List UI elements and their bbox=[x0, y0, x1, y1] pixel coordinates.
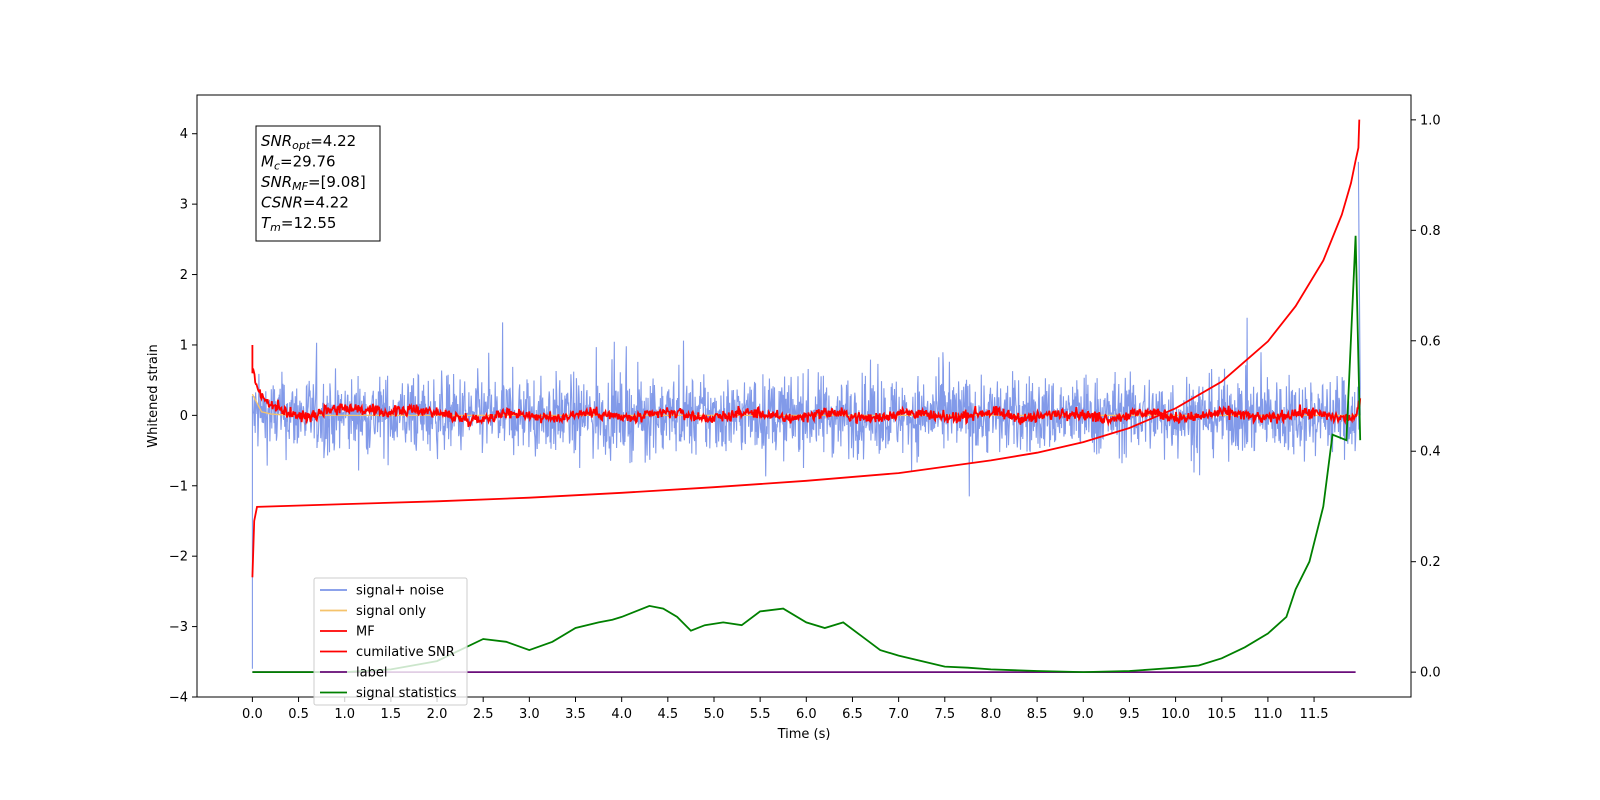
x-tick-label: 11.5 bbox=[1300, 707, 1329, 722]
legend-label: signal only bbox=[356, 604, 426, 619]
x-tick-label: 9.5 bbox=[1119, 707, 1140, 722]
signal-statistics-line bbox=[252, 235, 1362, 674]
y-left-tick-label: 0 bbox=[180, 409, 188, 424]
mf-line bbox=[251, 345, 1362, 428]
y-left-tick-label: −4 bbox=[169, 691, 188, 706]
stats-box-frame bbox=[255, 125, 381, 242]
y-right-tick-label: 0.2 bbox=[1420, 555, 1441, 570]
signal-only-line bbox=[251, 393, 1361, 417]
x-tick-label: 0.5 bbox=[288, 707, 309, 722]
x-tick-label: 3.0 bbox=[519, 707, 540, 722]
legend-label: MF bbox=[356, 625, 375, 640]
y-right-tick-label: 0.8 bbox=[1420, 224, 1441, 239]
x-tick-label: 7.0 bbox=[888, 707, 909, 722]
legend: signal+ noise signal only MF cumilative SNR… bbox=[313, 577, 468, 706]
x-tick-label: 5.5 bbox=[750, 707, 771, 722]
x-axis-label: Time (s) bbox=[777, 727, 831, 742]
y-left-tick-label: −2 bbox=[169, 550, 188, 565]
x-tick-label: 2.0 bbox=[427, 707, 448, 722]
stats-line: SNRMF=[9.08] bbox=[261, 173, 366, 193]
axes-layer: 0.0 0.5 1.0 1.5 2.0 2.5 3.0 3.5 4.0 4.5 5.0 5.5 6.0 6… bbox=[146, 94, 1441, 742]
x-tick-label: 2.5 bbox=[473, 707, 494, 722]
y-right-tick-label: 0.4 bbox=[1420, 445, 1441, 460]
x-tick-label: 4.0 bbox=[611, 707, 632, 722]
stats-line: CSNR=4.22 bbox=[261, 194, 349, 212]
x-tick-label: 10.5 bbox=[1207, 707, 1236, 722]
x-tick-label: 10.0 bbox=[1161, 707, 1190, 722]
y-right-tick-label: 0.0 bbox=[1420, 666, 1441, 681]
y-left-tick-label: 1 bbox=[180, 338, 188, 353]
x-tick-label: 9.0 bbox=[1073, 707, 1094, 722]
legend-label: cumilative SNR bbox=[356, 645, 455, 660]
x-tick-label: 1.5 bbox=[381, 707, 402, 722]
y-left-tick-label: 3 bbox=[180, 198, 188, 213]
y-left-tick-label: −1 bbox=[169, 479, 188, 494]
plot-frame bbox=[196, 94, 1412, 698]
legend-label: signal+ noise bbox=[356, 584, 444, 599]
x-tick-label: 1.0 bbox=[334, 707, 355, 722]
x-tick-label: 0.0 bbox=[242, 707, 263, 722]
x-tick-label: 8.5 bbox=[1027, 707, 1048, 722]
y-left-tick-label: −3 bbox=[169, 620, 188, 635]
y-right-tick-label: 0.6 bbox=[1420, 334, 1441, 349]
x-tick-label: 6.5 bbox=[842, 707, 863, 722]
y-right-tick-label: 1.0 bbox=[1420, 113, 1441, 128]
stats-box: SNRopt=4.22Mc=29.76SNRMF=[9.08]CSNR=4.22… bbox=[255, 125, 381, 242]
stats-line: SNRopt=4.22 bbox=[261, 132, 356, 152]
legend-label: signal statistics bbox=[356, 686, 457, 701]
x-tick-label: 7.5 bbox=[934, 707, 955, 722]
legend-frame bbox=[313, 577, 468, 706]
signal-noise-line bbox=[251, 161, 1361, 669]
x-tick-label: 11.0 bbox=[1253, 707, 1282, 722]
x-tick-label: 3.5 bbox=[565, 707, 586, 722]
x-tick-label: 5.0 bbox=[704, 707, 725, 722]
stats-line: Mc=29.76 bbox=[261, 153, 336, 173]
x-tick-label: 8.0 bbox=[981, 707, 1002, 722]
stats-line: Tm=12.55 bbox=[261, 214, 336, 234]
legend-label: label bbox=[356, 666, 387, 681]
x-tick-label: 6.0 bbox=[796, 707, 817, 722]
y-left-tick-label: 4 bbox=[180, 127, 188, 142]
y-axis-label: Whitened strain bbox=[146, 344, 161, 447]
y-left-tick-label: 2 bbox=[180, 268, 188, 283]
x-tick-label: 4.5 bbox=[657, 707, 678, 722]
cumulative-snr-line bbox=[251, 119, 1361, 578]
